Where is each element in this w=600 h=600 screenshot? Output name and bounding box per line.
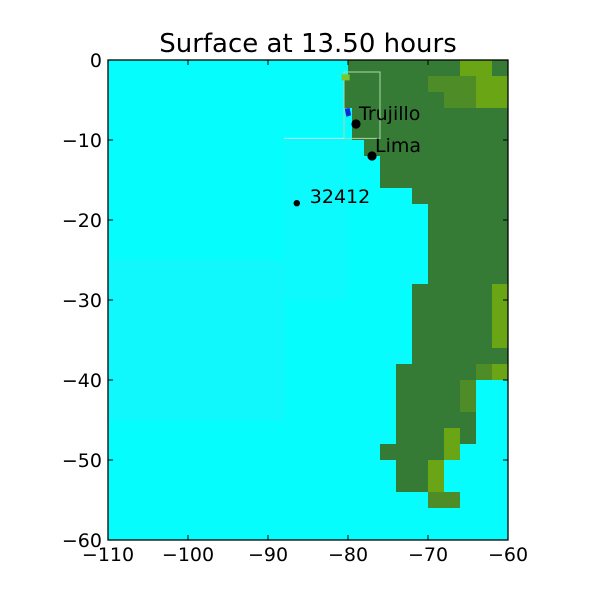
highland-cell bbox=[460, 76, 476, 108]
highland-cell bbox=[428, 460, 444, 492]
location-label: 32412 bbox=[310, 186, 370, 208]
ocean-shade-region bbox=[284, 140, 348, 300]
chart-title: Surface at 13.50 hours bbox=[159, 29, 457, 59]
highland-cell bbox=[492, 364, 508, 380]
refinement-patch bbox=[343, 71, 381, 139]
x-tick-label: −90 bbox=[248, 544, 288, 566]
ocean-shade-region bbox=[108, 260, 284, 420]
highland-cell bbox=[444, 428, 460, 460]
land-cell bbox=[412, 188, 508, 204]
x-tick-label: −60 bbox=[488, 544, 528, 566]
highland-cell bbox=[460, 380, 476, 412]
location-label: Trujillo bbox=[358, 103, 420, 125]
highland-cell bbox=[428, 492, 444, 508]
highland-cell bbox=[476, 76, 508, 108]
location-label: Lima bbox=[375, 135, 421, 157]
highland-cell bbox=[444, 92, 460, 108]
coastal-highlight bbox=[341, 74, 350, 81]
highland-cell bbox=[444, 492, 460, 508]
y-tick-label: −10 bbox=[62, 130, 102, 152]
annotation-layer: Trujillo Lima 32412 bbox=[293, 103, 421, 208]
y-tick-label: −60 bbox=[62, 530, 102, 552]
y-tick-label: 0 bbox=[90, 50, 102, 72]
land-cell bbox=[380, 156, 508, 188]
location-marker bbox=[367, 151, 377, 161]
highland-cell bbox=[444, 76, 460, 92]
highland-cell bbox=[428, 76, 444, 92]
land-cell bbox=[428, 204, 508, 284]
highland-cell bbox=[476, 364, 492, 380]
surge-patch bbox=[344, 108, 352, 117]
y-tick-label: −50 bbox=[62, 450, 102, 472]
land-cell bbox=[352, 108, 508, 140]
y-tick-label: −30 bbox=[62, 290, 102, 312]
axes: −110 −100 −90 −80 −70 −60 0 −10 −20 −30 −40 −50 −60 bbox=[62, 50, 528, 566]
land-cell bbox=[364, 140, 508, 156]
y-tick-label: −20 bbox=[62, 210, 102, 232]
land-cell bbox=[380, 444, 460, 460]
plot-area bbox=[108, 60, 508, 540]
x-tick-label: −80 bbox=[328, 544, 368, 566]
x-tick-label: −110 bbox=[82, 544, 134, 566]
x-tick-label: −70 bbox=[408, 544, 448, 566]
highland-cell bbox=[460, 60, 492, 76]
location-marker bbox=[293, 200, 300, 207]
x-tick-label: −100 bbox=[162, 544, 214, 566]
y-tick-label: −40 bbox=[62, 370, 102, 392]
location-marker bbox=[351, 119, 361, 129]
highland-cell bbox=[492, 284, 508, 348]
